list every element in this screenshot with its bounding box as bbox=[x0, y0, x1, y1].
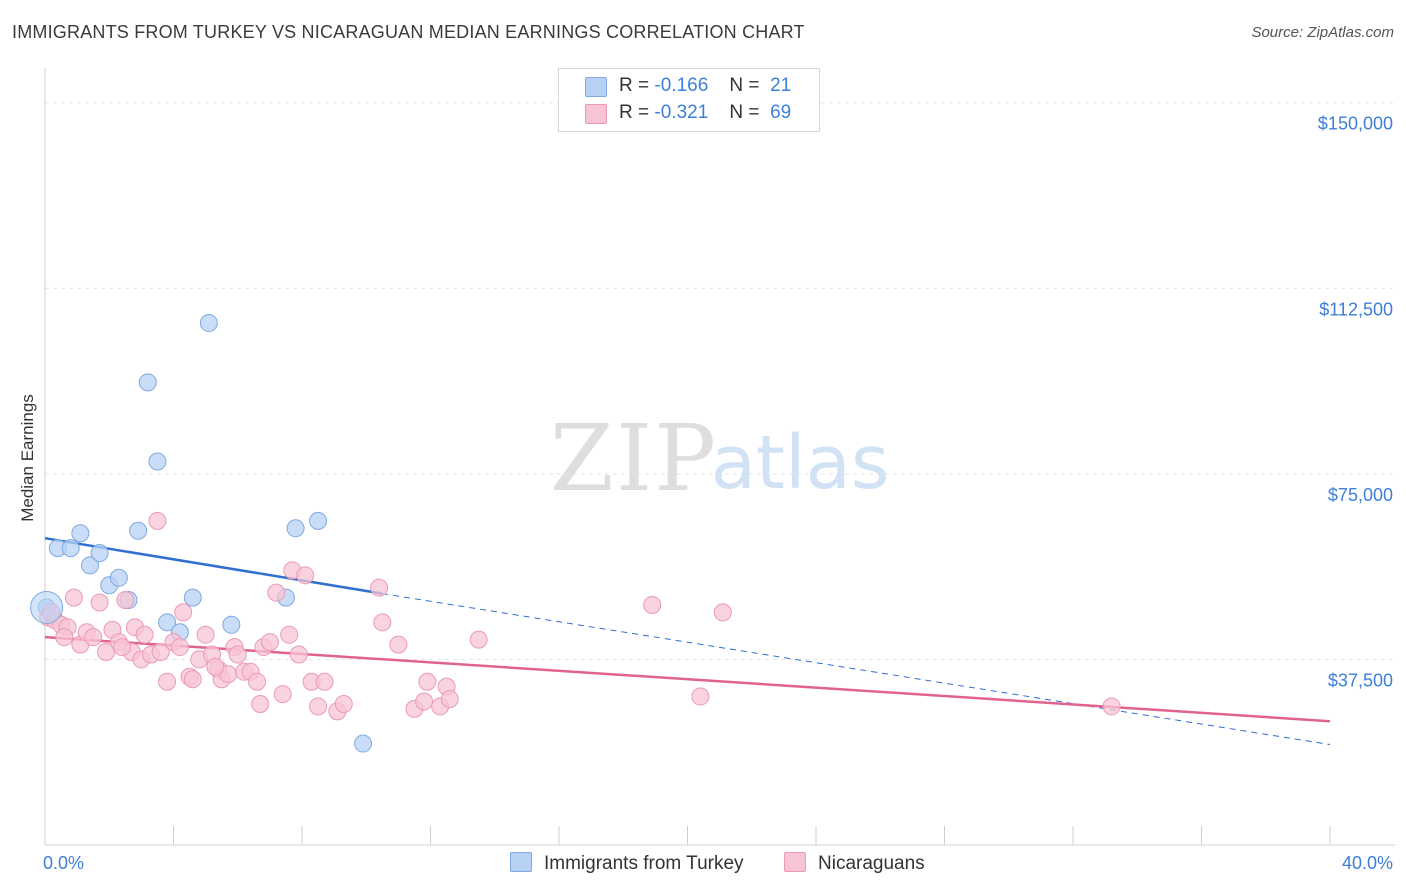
legend-n-label: N = bbox=[729, 75, 760, 96]
turkey-point bbox=[354, 734, 373, 753]
y-tick-label: $75,000 bbox=[1328, 485, 1393, 505]
nicaraguan-point bbox=[267, 583, 286, 602]
bottom-legend-label-nicaraguans: Nicaraguans bbox=[818, 853, 925, 874]
nicaraguan-point bbox=[158, 672, 177, 691]
nicaraguan-point bbox=[280, 625, 299, 644]
bottom-legend-turkey: Immigrants from Turkey bbox=[510, 852, 744, 875]
axes bbox=[44, 68, 1395, 846]
nicaraguan-point bbox=[196, 625, 215, 644]
watermark: ZIP atlas bbox=[550, 405, 890, 512]
x-tick-label-max: 40.0% bbox=[1342, 853, 1393, 873]
nicaraguan-point bbox=[440, 690, 459, 709]
nicaraguan-point bbox=[370, 578, 389, 597]
legend-n-value: 21 bbox=[770, 75, 792, 96]
legend-r-label: R = bbox=[619, 75, 650, 96]
nicaraguan-point bbox=[389, 635, 408, 654]
nicaraguan-point bbox=[64, 588, 83, 607]
legend-n-label: N = bbox=[729, 102, 760, 123]
nicaraguan-point bbox=[309, 697, 328, 716]
source-label: Source: ZipAtlas.com bbox=[1251, 24, 1394, 41]
nicaraguan-point bbox=[228, 645, 247, 664]
turkey-point bbox=[90, 544, 109, 563]
nicaraguan-point bbox=[248, 672, 267, 691]
correlation-legend: R = -0.166 N = 21 R = -0.321 N = 69 bbox=[558, 68, 820, 132]
bottom-legend-swatch-blue bbox=[510, 852, 532, 872]
turkey-point bbox=[80, 556, 99, 575]
nicaraguan-point bbox=[713, 603, 732, 622]
x-tick-label-min: 0.0% bbox=[43, 853, 84, 873]
legend-r-value: -0.166 bbox=[654, 75, 709, 96]
nicaraguan-point bbox=[84, 628, 103, 647]
nicaraguan-point bbox=[251, 694, 270, 713]
turkey-point bbox=[109, 568, 128, 587]
nicaraguan-point bbox=[183, 670, 202, 689]
nicaraguan-point bbox=[273, 685, 292, 704]
nicaraguan-point bbox=[260, 633, 279, 652]
legend-text-turkey: R = -0.166 N = 21 bbox=[619, 75, 791, 97]
legend-swatch-pink bbox=[585, 104, 607, 124]
y-tick-label: $150,000 bbox=[1318, 114, 1393, 134]
nicaraguan-point bbox=[116, 591, 135, 610]
nicaraguan-point bbox=[691, 687, 710, 706]
nicaraguan-point bbox=[373, 613, 392, 632]
nicaraguan-point bbox=[289, 645, 308, 664]
nicaraguan-point bbox=[135, 625, 154, 644]
turkey-point bbox=[158, 613, 177, 632]
legend-r-value: -0.321 bbox=[654, 102, 709, 123]
turkey-point bbox=[129, 521, 148, 540]
turkey-trend-extension bbox=[382, 593, 1331, 746]
bottom-legend-nicaraguans: Nicaraguans bbox=[784, 852, 925, 875]
turkey-point bbox=[286, 519, 305, 538]
turkey-point bbox=[309, 511, 328, 530]
turkey-point bbox=[199, 313, 218, 332]
turkey-point-large bbox=[30, 590, 64, 624]
grid bbox=[45, 102, 1395, 660]
legend-n-value: 69 bbox=[770, 102, 792, 123]
nicaraguan-point bbox=[90, 593, 109, 612]
turkey-point bbox=[71, 524, 90, 543]
nicaraguan-point bbox=[151, 643, 170, 662]
bottom-legend-label-turkey: Immigrants from Turkey bbox=[544, 853, 744, 874]
data-points bbox=[30, 313, 1121, 753]
y-tick-label: $112,500 bbox=[1319, 299, 1393, 319]
nicaraguan-point bbox=[113, 638, 132, 657]
turkey-point bbox=[222, 615, 241, 634]
nicaraguan-point bbox=[148, 511, 167, 530]
nicaraguan-point bbox=[170, 638, 189, 657]
nicaraguan-point bbox=[1102, 697, 1121, 716]
nicaraguan-point bbox=[418, 672, 437, 691]
turkey-point bbox=[183, 588, 202, 607]
nicaraguan-point bbox=[174, 603, 193, 622]
turkey-point bbox=[61, 539, 80, 558]
nicaraguan-point bbox=[643, 596, 662, 615]
nicaraguan-point bbox=[55, 628, 74, 647]
y-tick-label: $37,500 bbox=[1328, 670, 1393, 690]
legend-swatch-blue bbox=[585, 77, 607, 97]
legend-text-nicaraguans: R = -0.321 N = 69 bbox=[619, 102, 791, 124]
chart-title: IMMIGRANTS FROM TURKEY VS NICARAGUAN MED… bbox=[12, 22, 805, 42]
tick-labels: $37,500 $75,000 $112,500 $150,000 0.0% 40.0% bbox=[43, 114, 1393, 873]
nicaraguan-point bbox=[415, 692, 434, 711]
nicaraguan-point bbox=[334, 694, 353, 713]
turkey-point bbox=[148, 452, 167, 471]
nicaraguan-point bbox=[469, 630, 488, 649]
watermark-zip: ZIP bbox=[550, 405, 718, 512]
legend-r-label: R = bbox=[619, 102, 650, 123]
nicaraguan-point bbox=[315, 672, 334, 691]
nicaraguan-point bbox=[206, 657, 225, 676]
bottom-legend-swatch-pink bbox=[784, 852, 806, 872]
watermark-atlas: atlas bbox=[711, 420, 890, 506]
turkey-point bbox=[138, 373, 157, 392]
nicaraguan-point bbox=[97, 643, 116, 662]
nicaraguan-point bbox=[296, 566, 315, 585]
